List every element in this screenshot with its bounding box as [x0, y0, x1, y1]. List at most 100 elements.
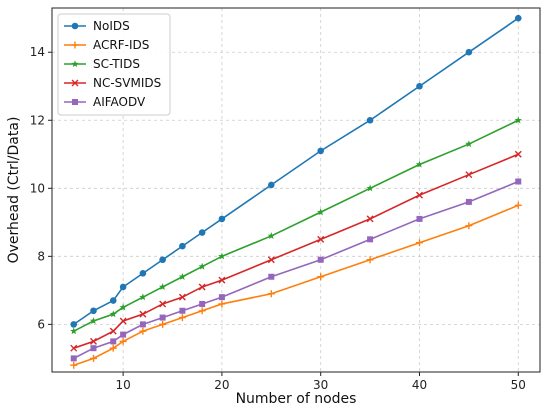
y-tick-label: 10: [30, 181, 45, 195]
data-point: [415, 239, 423, 247]
x-tick-label: 10: [115, 378, 130, 392]
legend-label: AIFAODV: [93, 95, 146, 109]
data-point: [317, 147, 324, 155]
data-point: [218, 215, 226, 223]
legend-entry: NC-SVMIDS: [64, 76, 161, 90]
data-point: [70, 327, 78, 335]
legend-entry: SC-TIDS: [64, 57, 140, 71]
data-point: [317, 256, 324, 263]
data-point: [119, 317, 127, 325]
data-point: [89, 354, 97, 362]
data-point: [218, 300, 226, 308]
data-point: [119, 337, 127, 345]
legend-marker: [71, 79, 79, 87]
legend-label: NC-SVMIDS: [93, 76, 161, 90]
data-point: [218, 252, 226, 260]
data-point: [178, 314, 186, 322]
data-point: [514, 116, 522, 124]
data-point: [109, 297, 117, 304]
data-point: [465, 48, 473, 56]
data-point: [178, 293, 186, 301]
data-point: [139, 321, 146, 328]
data-point: [218, 294, 225, 301]
data-point: [139, 327, 147, 335]
legend-entry: AIFAODV: [64, 95, 146, 109]
data-point: [515, 178, 522, 185]
data-point: [367, 236, 374, 243]
data-point: [198, 262, 206, 270]
data-point: [70, 321, 78, 328]
data-point: [119, 283, 127, 291]
x-axis-label: Number of nodes: [236, 391, 357, 407]
data-point: [70, 361, 78, 369]
series-nc-svmids: [70, 150, 522, 352]
data-point: [159, 300, 167, 308]
legend-label: ACRF-IDS: [93, 38, 149, 52]
y-tick-label: 6: [37, 317, 45, 331]
data-point: [268, 273, 275, 280]
axes: 10 20 30 40 50 6 8 10 12 14: [30, 45, 526, 392]
data-point: [514, 201, 522, 209]
legend-label: NoIDS: [93, 19, 130, 33]
data-point: [465, 171, 473, 179]
data-point: [267, 232, 275, 239]
data-point: [89, 337, 97, 345]
data-point: [109, 310, 117, 318]
data-point: [90, 307, 97, 315]
data-point: [178, 272, 187, 280]
legend-marker: [71, 41, 79, 49]
y-tick-label: 14: [30, 45, 45, 59]
legend-marker: [72, 99, 78, 105]
data-point: [139, 293, 147, 301]
data-point: [366, 256, 374, 264]
data-point: [119, 303, 127, 311]
data-point: [179, 242, 186, 250]
legend: NoIDS ACRF-IDS SC-TIDS NC-SVMIDS AIFAODV: [57, 13, 171, 116]
data-point: [90, 345, 97, 352]
data-point: [159, 283, 167, 291]
legend-box: [57, 13, 171, 116]
series-noids: [70, 14, 522, 328]
data-point: [415, 191, 423, 199]
data-point: [268, 181, 275, 189]
y-tick-label: 12: [30, 113, 45, 127]
data-point: [199, 300, 206, 307]
legend-marker: [71, 22, 79, 30]
legend-entry: NoIDS: [64, 19, 130, 33]
x-tick-label: 50: [511, 378, 526, 392]
series-group: [70, 14, 522, 369]
data-point: [416, 82, 423, 90]
data-point: [514, 14, 522, 22]
data-point: [218, 276, 226, 284]
data-point: [317, 235, 325, 243]
data-point: [198, 229, 206, 236]
data-point: [465, 140, 473, 148]
x-tick-label: 30: [313, 378, 328, 392]
data-point: [415, 160, 424, 168]
data-point: [366, 116, 374, 124]
legend-entry: ACRF-IDS: [64, 38, 149, 52]
data-point: [267, 290, 275, 298]
plot-frame: [51, 7, 541, 373]
data-point: [198, 283, 206, 291]
series-aifaodv: [70, 178, 522, 362]
data-point: [120, 331, 127, 338]
data-point: [159, 314, 166, 321]
data-point: [179, 307, 186, 314]
data-point: [267, 256, 275, 264]
series-sc-tids: [70, 116, 522, 335]
legend-marker: [71, 60, 79, 68]
x-tick-label: 20: [214, 378, 229, 392]
data-point: [198, 307, 206, 315]
data-point: [110, 338, 117, 345]
x-tick-label: 40: [412, 378, 427, 392]
data-point: [70, 355, 77, 362]
data-point: [159, 256, 166, 264]
data-point: [70, 344, 78, 352]
data-point: [317, 208, 325, 216]
data-point: [109, 344, 117, 352]
y-tick-label: 8: [37, 249, 45, 263]
data-point: [159, 320, 167, 328]
data-point: [416, 215, 423, 222]
